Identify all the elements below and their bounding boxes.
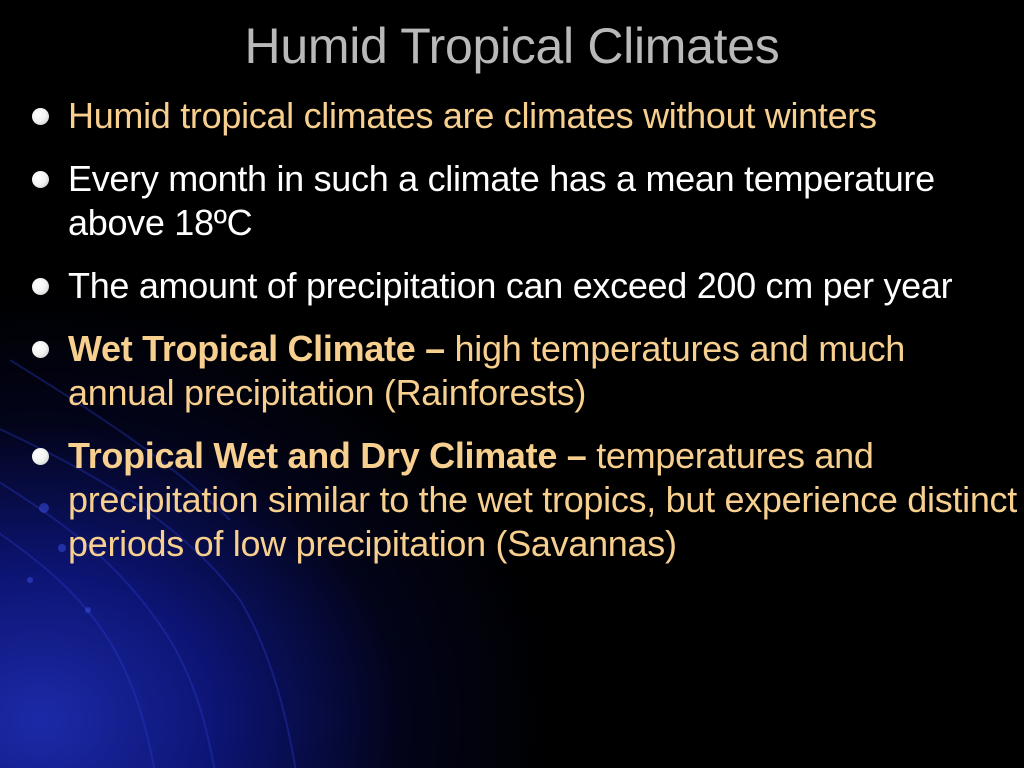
bullet-text: high temperatures and much annual precip… <box>68 328 906 413</box>
bullet-text: Every month in such a climate has a mean… <box>68 158 935 243</box>
bullet-dot-icon <box>32 171 49 188</box>
bullet-list: Humid tropical climates are climates wit… <box>30 94 1020 585</box>
bullet-item: The amount of precipitation can exceed 2… <box>30 264 1020 308</box>
bullet-item: Every month in such a climate has a mean… <box>30 157 1020 245</box>
slide-title: Humid Tropical Climates <box>244 18 780 74</box>
bullet-text: temperatures and precipitation similar t… <box>68 435 1017 564</box>
bullet-text: Humid tropical climates are climates wit… <box>68 95 877 136</box>
bullet-item: Wet Tropical Climate – high temperatures… <box>30 327 1020 415</box>
bullet-dot-icon <box>32 341 49 358</box>
bullet-term: Tropical Wet and Dry Climate – <box>68 435 587 476</box>
bullet-item: Tropical Wet and Dry Climate – temperatu… <box>30 434 1020 566</box>
bullet-item: Humid tropical climates are climates wit… <box>30 94 1020 138</box>
bullet-dot-icon <box>32 108 49 125</box>
bullet-dot-icon <box>32 448 49 465</box>
bullet-dot-icon <box>32 278 49 295</box>
bullet-text: The amount of precipitation can exceed 2… <box>68 265 953 306</box>
bullet-term: Wet Tropical Climate – <box>68 328 445 369</box>
